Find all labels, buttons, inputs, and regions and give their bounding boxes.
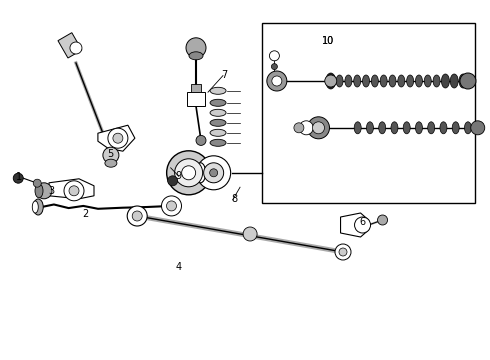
Circle shape [36, 183, 52, 199]
Bar [58, 33, 82, 58]
Ellipse shape [407, 75, 414, 87]
Ellipse shape [210, 139, 226, 146]
Circle shape [339, 248, 347, 256]
Circle shape [267, 71, 287, 91]
Polygon shape [49, 179, 94, 199]
Bar [187, 92, 205, 106]
Text: 3: 3 [49, 186, 54, 196]
Text: 7: 7 [221, 70, 227, 80]
Ellipse shape [210, 87, 226, 94]
Ellipse shape [450, 74, 458, 88]
Circle shape [196, 135, 206, 145]
Ellipse shape [210, 119, 226, 126]
Ellipse shape [336, 75, 343, 87]
Ellipse shape [459, 74, 467, 88]
Ellipse shape [428, 122, 435, 134]
Text: 8: 8 [231, 194, 237, 204]
Circle shape [308, 117, 329, 139]
Polygon shape [98, 125, 135, 151]
Circle shape [299, 121, 313, 135]
Ellipse shape [196, 163, 206, 183]
Circle shape [355, 217, 370, 233]
Ellipse shape [189, 52, 203, 60]
Circle shape [294, 123, 304, 133]
Ellipse shape [441, 74, 449, 88]
Circle shape [167, 151, 211, 195]
Text: 10: 10 [322, 36, 334, 46]
Ellipse shape [210, 99, 226, 106]
Ellipse shape [440, 122, 447, 134]
Circle shape [127, 206, 147, 226]
Circle shape [335, 244, 351, 260]
Ellipse shape [424, 75, 431, 87]
Ellipse shape [465, 122, 471, 134]
Ellipse shape [416, 75, 422, 87]
Circle shape [13, 173, 23, 183]
Circle shape [210, 169, 218, 177]
Circle shape [174, 159, 203, 187]
Ellipse shape [433, 75, 440, 87]
Text: 5: 5 [107, 149, 113, 159]
Text: 2: 2 [83, 209, 89, 219]
Circle shape [103, 147, 119, 163]
Ellipse shape [398, 75, 405, 87]
Circle shape [186, 38, 206, 58]
Text: 4: 4 [176, 262, 182, 272]
Circle shape [69, 186, 79, 196]
Bar [262, 23, 475, 203]
Text: 1: 1 [16, 172, 22, 182]
Ellipse shape [33, 199, 43, 215]
Ellipse shape [105, 159, 117, 167]
Ellipse shape [416, 122, 422, 134]
Circle shape [108, 128, 128, 148]
Circle shape [325, 75, 337, 87]
Circle shape [33, 179, 41, 187]
Circle shape [243, 227, 257, 241]
Ellipse shape [389, 75, 396, 87]
Circle shape [196, 156, 231, 190]
Circle shape [162, 196, 181, 216]
Text: 10: 10 [322, 36, 334, 46]
Ellipse shape [345, 75, 352, 87]
Circle shape [460, 73, 476, 89]
Circle shape [204, 163, 223, 183]
Ellipse shape [452, 122, 459, 134]
Ellipse shape [210, 109, 226, 116]
Ellipse shape [363, 75, 369, 87]
Circle shape [132, 211, 142, 221]
Circle shape [272, 76, 282, 86]
Ellipse shape [354, 75, 361, 87]
Text: 9: 9 [176, 171, 182, 181]
Ellipse shape [367, 122, 373, 134]
Text: 6: 6 [360, 217, 366, 228]
Circle shape [113, 133, 123, 143]
Circle shape [182, 166, 196, 180]
Circle shape [313, 122, 324, 134]
Ellipse shape [326, 73, 336, 89]
Ellipse shape [391, 122, 398, 134]
Circle shape [70, 42, 82, 54]
Ellipse shape [35, 184, 43, 198]
Ellipse shape [371, 75, 378, 87]
Ellipse shape [354, 122, 361, 134]
Circle shape [271, 64, 277, 69]
Ellipse shape [379, 122, 386, 134]
Ellipse shape [210, 129, 226, 136]
Ellipse shape [32, 201, 38, 213]
Ellipse shape [403, 122, 410, 134]
Bar [191, 84, 201, 92]
Polygon shape [341, 213, 368, 237]
Circle shape [168, 176, 178, 186]
Circle shape [270, 51, 279, 61]
Ellipse shape [380, 75, 387, 87]
Circle shape [471, 121, 485, 135]
Circle shape [167, 201, 176, 211]
Circle shape [378, 215, 388, 225]
Circle shape [64, 181, 84, 201]
